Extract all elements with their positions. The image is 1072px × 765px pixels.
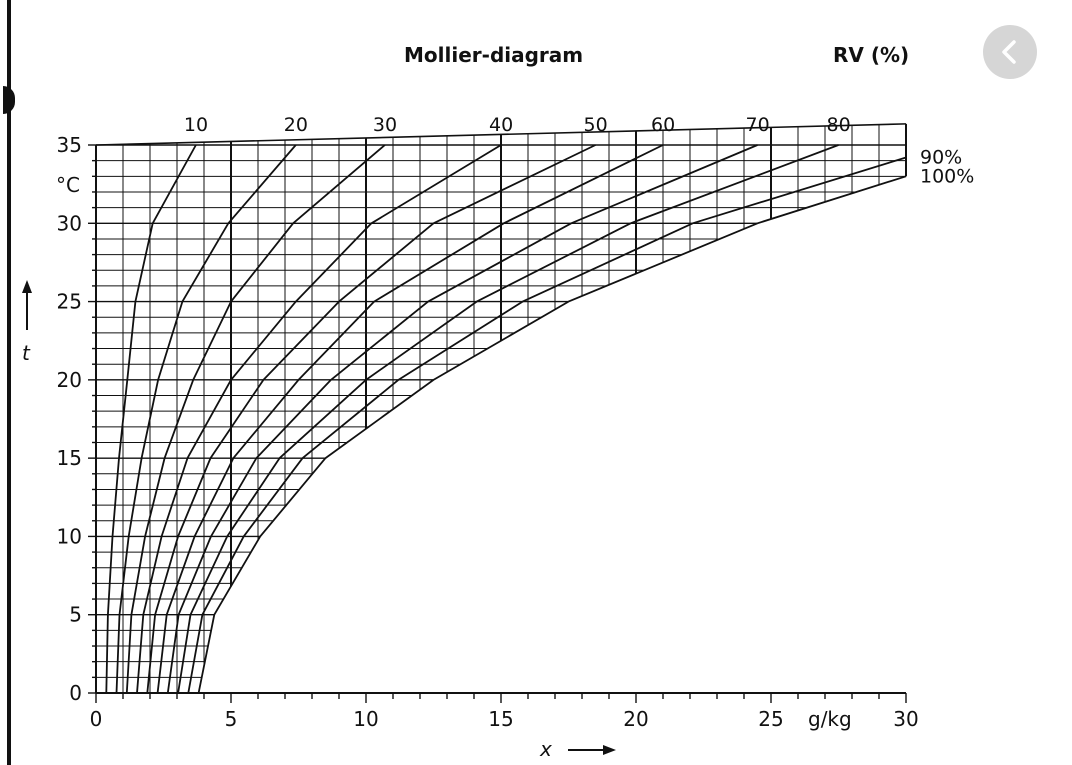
top-boundary-line: [95, 123, 907, 146]
y-unit-label: °C: [56, 173, 80, 197]
x-tick-label: 0: [90, 707, 103, 731]
rh-curve-90: [187, 156, 907, 694]
rh-label: 10: [184, 114, 208, 136]
x-unit-label: g/kg: [808, 707, 852, 731]
rh-label: 100%: [920, 165, 974, 187]
x-tick-label: 15: [488, 707, 513, 731]
chart-title: Mollier-diagram: [404, 43, 583, 67]
y-tick-label: 30: [57, 211, 82, 235]
x-tick-label: 10: [353, 707, 378, 731]
left-border: [7, 0, 11, 765]
y-tick-label: 35: [57, 133, 82, 157]
x-tick-label: 30: [893, 707, 918, 731]
y-tick-label: 10: [57, 524, 82, 548]
rh-label: 40: [489, 114, 513, 136]
rh-curve-40: [136, 144, 502, 694]
chevron-left-icon: [1002, 40, 1016, 64]
rh-label: 20: [284, 114, 308, 136]
rh-header: RV (%): [833, 43, 909, 67]
rh-label: 30: [373, 114, 397, 136]
rh-curves: 10 20 30 40 50 60 70 80 90%100%: [105, 114, 974, 694]
rh-label: 70: [746, 114, 770, 136]
rh-label: 90%: [920, 147, 962, 169]
rh-curve-60: [156, 144, 664, 694]
y-tick-label: 0: [69, 681, 82, 705]
rh-label: 80: [827, 114, 851, 136]
y-tick-label: 5: [69, 603, 82, 627]
left-edge-tab: [3, 86, 15, 114]
x-tick-label: 20: [623, 707, 648, 731]
rh-curve-10: [105, 144, 197, 694]
y-tick-label: 15: [57, 446, 82, 470]
back-button[interactable]: [983, 25, 1037, 79]
rh-curve-50: [146, 144, 596, 694]
x-tick-label: 5: [225, 707, 238, 731]
y-tick-label: 25: [57, 290, 82, 314]
rh-label: 60: [651, 114, 675, 136]
rh-curve-20: [115, 144, 297, 694]
chart-axes: 0 5 10 15 20 25 30 35 0 5 10 15 20 25 30: [57, 133, 919, 731]
rh-curve-30: [125, 144, 386, 694]
x-arrow-head: [603, 745, 616, 755]
rh-curve-100: [197, 175, 907, 694]
rh-curve-80: [177, 144, 839, 694]
rh-curve-70: [166, 144, 758, 694]
y-tick-label: 20: [57, 368, 82, 392]
x-tick-label: 25: [758, 707, 783, 731]
y-axis-label: t: [22, 341, 31, 365]
x-axis-label: x: [539, 737, 552, 761]
y-arrow-head: [22, 280, 32, 293]
rh-label: 50: [584, 114, 608, 136]
